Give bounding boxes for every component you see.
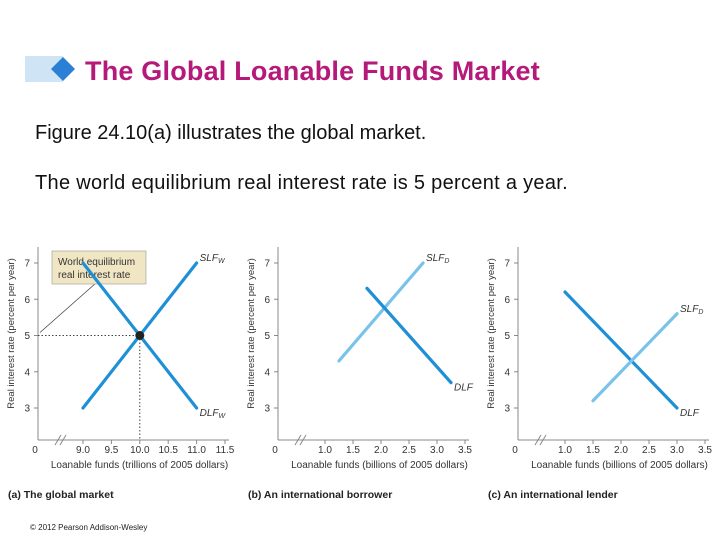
- y-tick-label: 7: [264, 259, 270, 270]
- slf-d-curve: [591, 312, 679, 403]
- x-tick-label: 1.5: [346, 445, 360, 456]
- y-tick-label: 5: [504, 331, 510, 342]
- y-tick-label: 6: [504, 295, 510, 306]
- y-tick-label: 6: [24, 295, 30, 306]
- x-tick-label: 10.5: [158, 445, 178, 456]
- chart-caption: (b) An international borrower: [248, 489, 392, 501]
- callout-box: [51, 250, 147, 285]
- axis-break-mark: [299, 434, 307, 446]
- axis-break-mark: [534, 434, 542, 446]
- x-tick-label: 2.5: [642, 445, 656, 456]
- x-tick-label: 3.0: [670, 445, 684, 456]
- x-tick-label: 3.5: [458, 445, 472, 456]
- y-tick-label: 7: [504, 259, 510, 270]
- x-tick-label: 9.5: [104, 445, 118, 456]
- dlf-curve: [563, 290, 679, 410]
- x-tick-label: 3.5: [698, 445, 712, 456]
- axis-break-mark: [539, 434, 547, 446]
- diamond-icon: [51, 57, 75, 81]
- equilibrium-point: [135, 331, 145, 340]
- chart-caption: (c) An international lender: [488, 489, 618, 501]
- slf-d-label-subscript: D: [698, 309, 703, 316]
- axis-break-mark: [54, 434, 62, 446]
- y-tick-label: 5: [264, 331, 270, 342]
- dlf-curve: [365, 286, 453, 385]
- x-tick-label: 1.0: [558, 445, 572, 456]
- dlf-label: DLF: [454, 383, 474, 394]
- y-tick-label: 3: [264, 404, 270, 415]
- y-axis-title: Real interest rate (percent per year): [486, 258, 497, 408]
- dlf-w-label-subscript: W: [219, 413, 227, 420]
- origin-label: 0: [32, 445, 38, 456]
- x-tick-label: 1.0: [318, 445, 332, 456]
- callout-pointer: [39, 282, 97, 333]
- slf-d-label-subscript: D: [444, 258, 449, 265]
- x-tick-label: 2.5: [402, 445, 416, 456]
- bullet-text-1: Figure 24.10(a) illustrates the global m…: [35, 122, 427, 144]
- y-tick-label: 5: [24, 331, 30, 342]
- slf-w-label: SLFW: [200, 253, 226, 265]
- slf-d-label: SLFD: [680, 304, 703, 316]
- y-tick-label: 3: [24, 404, 30, 415]
- copyright-notice: © 2012 Pearson Addison-Wesley: [30, 523, 148, 532]
- y-tick-label: 7: [24, 259, 30, 270]
- x-tick-label: 2.0: [374, 445, 388, 456]
- slf-w-label-subscript: W: [218, 258, 226, 265]
- x-tick-label: 3.0: [430, 445, 444, 456]
- chart-caption: (a) The global market: [8, 489, 114, 501]
- y-tick-label: 4: [504, 367, 510, 378]
- axis-break-mark: [59, 434, 67, 446]
- x-tick-label: 2.0: [614, 445, 628, 456]
- dlf-label: DLF: [680, 408, 700, 419]
- y-tick-label: 6: [264, 295, 270, 306]
- x-tick-label: 9.0: [76, 445, 90, 456]
- axis-break-mark: [294, 434, 302, 446]
- y-axis-title: Real interest rate (percent per year): [246, 258, 257, 408]
- dlf-w-label: DLFW: [200, 408, 227, 420]
- x-tick-label: 1.5: [586, 445, 600, 456]
- slf-d-label: SLFD: [426, 253, 449, 265]
- y-tick-label: 4: [24, 367, 30, 378]
- y-axis-title: Real interest rate (percent per year): [6, 258, 17, 408]
- y-tick-label: 3: [504, 404, 510, 415]
- x-tick-label: 10.0: [130, 445, 150, 456]
- x-axis-title: Loanable funds (billions of 2005 dollars…: [531, 460, 708, 471]
- bullet-text-2: The world equilibrium real interest rate…: [35, 172, 568, 194]
- chart-panel-c: 3 4 5 6 7 0 1.0 1.5 2.0 2.5 3.0 3.5 Real interest ra…: [486, 247, 712, 501]
- chart-panel-b: 3 4 5 6 7 0 1.0 1.5 2.0 2.5 3.0 3.5 Real interest ra…: [246, 247, 474, 501]
- slf-d-curve: [337, 261, 425, 363]
- slide-title: The Global Loanable Funds Market: [85, 56, 540, 86]
- x-axis-title: Loanable funds (billions of 2005 dollars…: [291, 460, 468, 471]
- origin-label: 0: [512, 445, 518, 456]
- origin-label: 0: [272, 445, 278, 456]
- chart-panel-a: 3 4 5 6 7 0 9.0 9.5 10.0 10.5 11.0 11.5 Real interes…: [6, 247, 235, 501]
- x-tick-label: 11.5: [216, 445, 235, 456]
- x-tick-label: 11.0: [187, 445, 206, 456]
- x-axis-title: Loanable funds (trillions of 2005 dollar…: [51, 460, 228, 471]
- y-tick-label: 4: [264, 367, 270, 378]
- title-decoration: [25, 56, 75, 82]
- charts-figure: 3 4 5 6 7 0 9.0 9.5 10.0 10.5 11.0 11.5 Real interes…: [6, 247, 712, 501]
- callout-text: World equilibrium: [58, 257, 135, 268]
